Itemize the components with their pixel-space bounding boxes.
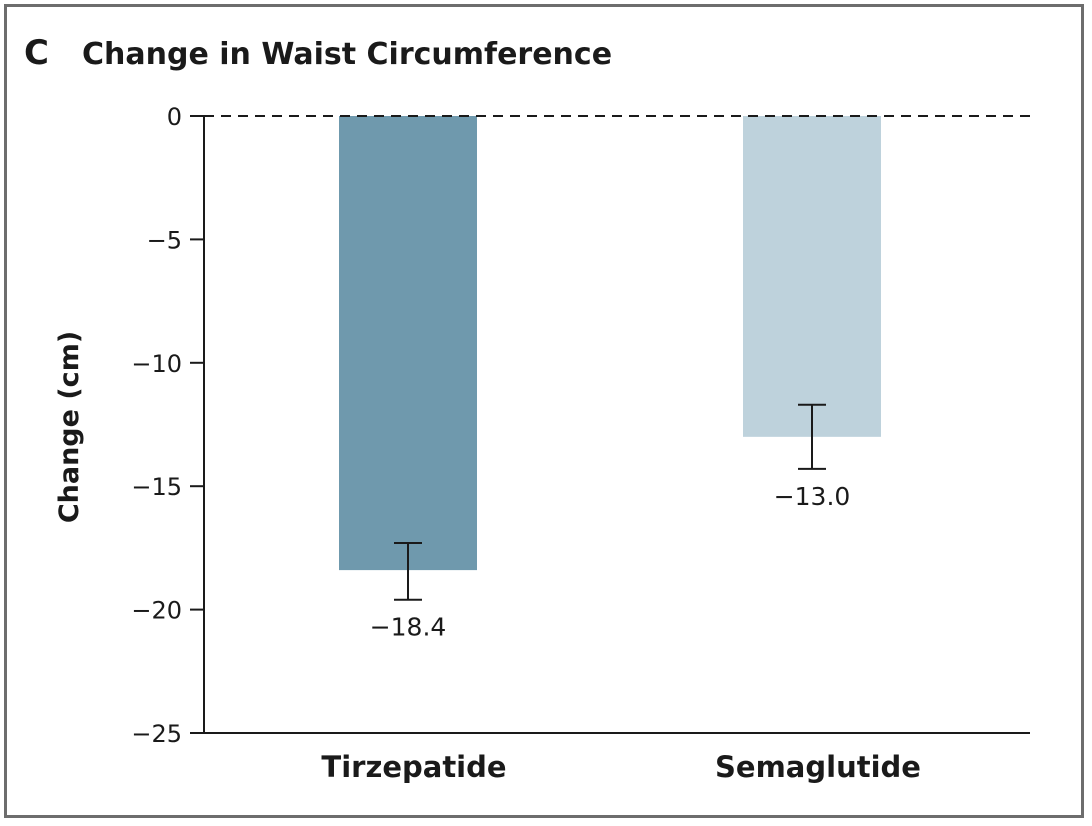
y-tick-label: −5	[147, 226, 182, 254]
y-tick-label: 0	[167, 103, 182, 131]
y-axis-label: Change (cm)	[54, 331, 85, 523]
chart-title: Change in Waist Circumference	[82, 37, 612, 72]
bar-semaglutide	[743, 116, 881, 437]
x-category-label: Semaglutide	[715, 750, 921, 784]
x-category-label: Tirzepatide	[321, 750, 506, 784]
y-tick-label: −10	[131, 350, 182, 378]
value-label: −13.0	[774, 482, 851, 511]
figure-frame	[4, 4, 1084, 818]
bar-tirzepatide	[339, 116, 477, 571]
plot-area: 0 −5 −10 −15 −20 −25 −18.4 Tirzepatide −13.0 Sema…	[131, 103, 1030, 784]
y-tick-label: −25	[131, 720, 182, 748]
y-tick-label: −20	[131, 597, 182, 625]
y-tick-label: −15	[131, 473, 182, 501]
panel-letter: C	[24, 33, 49, 73]
value-label: −18.4	[370, 613, 447, 642]
